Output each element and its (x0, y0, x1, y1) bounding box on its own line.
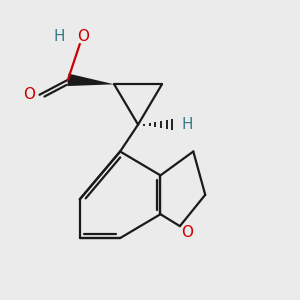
Text: O: O (181, 225, 193, 240)
Text: O: O (77, 29, 89, 44)
Text: O: O (23, 87, 35, 102)
Text: H: H (182, 117, 194, 132)
Text: H: H (54, 29, 65, 44)
Polygon shape (67, 74, 114, 86)
